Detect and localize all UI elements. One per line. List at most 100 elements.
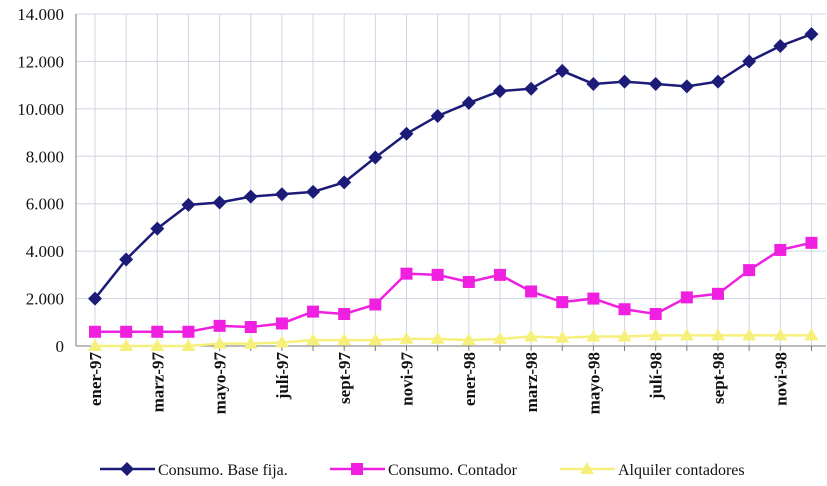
point	[617, 74, 632, 89]
point	[150, 339, 165, 351]
point	[400, 267, 413, 280]
series	[88, 328, 819, 351]
y-tick-label: 12.000	[17, 52, 64, 71]
x-tick-label: ener-97	[86, 352, 105, 407]
point	[742, 328, 757, 341]
point	[648, 76, 663, 91]
point	[244, 321, 257, 334]
point	[525, 285, 538, 298]
series	[89, 236, 818, 338]
x-tick-label: mayo-97	[211, 352, 230, 415]
point	[306, 184, 321, 199]
point	[274, 335, 289, 348]
point	[120, 462, 134, 476]
point	[773, 328, 788, 341]
point	[119, 339, 134, 351]
point	[181, 339, 196, 351]
y-tick-label: 4.000	[26, 242, 64, 261]
point	[120, 325, 133, 338]
point	[774, 243, 787, 256]
point	[617, 329, 632, 342]
point	[618, 303, 631, 316]
point	[805, 236, 818, 249]
x-tick-label: ener-98	[460, 352, 479, 406]
point	[586, 329, 601, 342]
point	[804, 328, 819, 341]
point	[649, 307, 662, 320]
point	[150, 221, 165, 236]
point	[743, 264, 756, 277]
point	[492, 331, 507, 344]
point	[88, 291, 102, 306]
point	[151, 325, 164, 338]
y-tick-label: 6.000	[26, 195, 64, 214]
x-tick-label: julí-98	[647, 352, 666, 400]
point	[648, 328, 663, 341]
point	[306, 333, 321, 346]
point	[89, 325, 101, 338]
point	[556, 296, 569, 309]
legend-item: Alquiler contadores	[560, 462, 745, 479]
x-tick-label: mayo-98	[584, 352, 603, 414]
legend-item: Consumo. Contador	[330, 462, 518, 479]
point	[712, 287, 724, 300]
x-tick-label: sept-98	[709, 352, 728, 404]
y-tick-label: 8.000	[26, 147, 64, 166]
point	[351, 463, 363, 475]
x-tick-label: marz-97	[148, 352, 167, 413]
point	[337, 175, 352, 190]
point	[212, 336, 227, 349]
x-tick-label: sept-97	[335, 352, 354, 404]
legend-item: Consumo. Base fija.	[100, 462, 288, 479]
point	[338, 307, 351, 320]
point	[369, 298, 382, 311]
point	[399, 126, 414, 141]
legend-label: Consumo. Base fija.	[158, 462, 288, 479]
point	[555, 63, 570, 78]
series-line	[95, 334, 812, 348]
point	[587, 292, 600, 305]
point	[431, 268, 444, 281]
series-line	[95, 241, 812, 334]
point	[711, 74, 725, 89]
point	[181, 197, 196, 212]
y-tick-label: 2.000	[26, 290, 64, 309]
point	[524, 81, 539, 96]
point	[461, 95, 476, 110]
legend-label: Alquiler contadores	[618, 462, 745, 479]
point	[430, 108, 445, 123]
point	[275, 317, 288, 330]
point	[243, 336, 258, 349]
x-tick-label: novi-98	[771, 352, 790, 406]
point	[580, 462, 594, 474]
point	[307, 305, 320, 318]
y-tick-label: 10.000	[17, 100, 64, 119]
point	[119, 252, 134, 267]
point	[368, 333, 383, 346]
point	[461, 333, 476, 346]
point	[337, 333, 352, 346]
legend-label: Consumo. Contador	[388, 462, 518, 479]
point	[213, 319, 226, 332]
y-tick-label: 0	[56, 337, 65, 356]
point	[212, 195, 227, 210]
x-tick-label: julí-97	[273, 352, 292, 401]
point	[711, 328, 725, 341]
point	[524, 329, 539, 342]
point	[88, 339, 102, 351]
point	[368, 150, 383, 165]
point	[680, 291, 693, 304]
x-tick-label: novi-97	[398, 352, 417, 406]
point	[773, 39, 788, 54]
point	[274, 187, 289, 202]
point	[555, 330, 570, 343]
point	[492, 84, 507, 99]
point	[586, 76, 601, 91]
point	[399, 331, 414, 344]
series-line	[94, 32, 812, 300]
point	[493, 268, 506, 281]
point	[804, 27, 819, 42]
point	[742, 54, 757, 69]
x-tick-label: marz-98	[522, 352, 541, 412]
